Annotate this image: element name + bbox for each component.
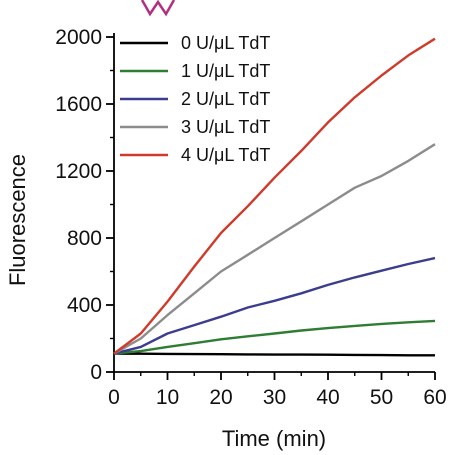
x-axis-ticks: 0 10 20 30 40 50 60 [108,372,447,409]
marker-fragment-shape [140,0,176,17]
x-tick-label: 20 [209,386,232,409]
top-marker-fragment [140,0,176,17]
legend-label-2: 2 U/μL TdT [181,89,270,109]
legend-label-3: 3 U/μL TdT [181,117,270,137]
series-line-3 [113,143,436,355]
x-tick-label: 0 [108,386,120,409]
series-lines [113,37,436,357]
legend-label-4: 4 U/μL TdT [181,145,270,165]
series-line-4 [113,37,436,355]
x-tick-label: 40 [316,386,339,409]
x-tick-label: 10 [156,386,179,409]
x-tick-label: 30 [263,386,286,409]
y-tick-label: 400 [67,294,102,317]
legend-label-0: 0 U/μL TdT [181,33,270,53]
y-axis-title: Fluorescence [5,154,30,286]
x-tick-label: 60 [423,386,446,409]
x-tick-label: 50 [370,386,393,409]
legend: 0 U/μL TdT 1 U/μL TdT 2 U/μL TdT 3 U/μL TdT… [120,33,270,165]
series-line-0 [113,352,435,357]
x-axis-title: Time (min) [222,426,326,451]
y-tick-label: 1200 [55,160,102,183]
series-line-1 [113,319,436,355]
y-axis-ticks: 0 400 800 1200 1600 2000 [55,26,114,384]
y-tick-label: 2000 [55,26,102,49]
y-tick-label: 1600 [55,93,102,116]
y-tick-label: 800 [67,227,102,250]
y-tick-label: 0 [90,361,102,384]
legend-label-1: 1 U/μL TdT [181,61,270,81]
series-line-2 [113,256,436,355]
